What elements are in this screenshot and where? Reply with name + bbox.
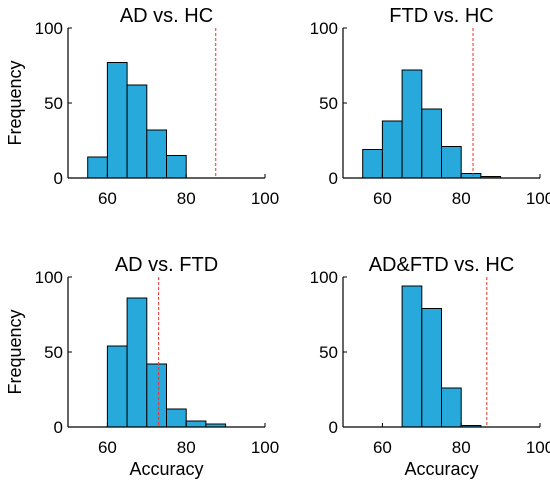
- y-axis-label: Frequency: [5, 60, 25, 145]
- histogram-panel: 60 80 100 0 50 100 AD vs. FTD Accuracy Frequency: [5, 254, 279, 479]
- x-tick-label: 80: [177, 189, 196, 208]
- histogram-bar: [106, 62, 128, 179]
- histogram-bar: [401, 69, 423, 179]
- y-tick-label: 100: [310, 268, 338, 287]
- x-tick-label: 100: [251, 438, 279, 457]
- histogram-bar: [441, 146, 462, 179]
- x-tick-label: 100: [526, 438, 550, 457]
- histogram-bar: [401, 285, 423, 428]
- y-tick-label: 100: [310, 19, 338, 38]
- x-tick-label: 100: [251, 189, 279, 208]
- y-tick-label: 0: [329, 418, 338, 437]
- histogram-bar: [126, 84, 148, 179]
- y-tick-label: 50: [44, 343, 63, 362]
- histogram-panel: 60 80 100 0 50 100 AD&FTD vs. HC Accuracy: [310, 254, 550, 479]
- histogram-bar: [126, 297, 148, 428]
- y-tick-label: 50: [319, 94, 338, 113]
- y-tick-label: 0: [329, 169, 338, 188]
- histogram-bar: [362, 149, 383, 179]
- histogram-bar: [166, 155, 187, 179]
- x-axis-label: Accuracy: [404, 459, 478, 479]
- histogram-bar: [441, 387, 462, 428]
- x-tick-label: 60: [98, 438, 117, 457]
- histogram-bar: [146, 129, 168, 179]
- histogram-bar: [421, 308, 442, 428]
- histogram-bar: [381, 120, 403, 179]
- x-tick-label: 60: [373, 189, 392, 208]
- y-tick-label: 50: [319, 343, 338, 362]
- y-tick-label: 100: [35, 268, 63, 287]
- histogram-bar: [106, 345, 128, 428]
- y-tick-label: 100: [35, 19, 63, 38]
- histogram-panel: 60 80 100 0 50 100 AD vs. HC Frequency: [5, 5, 279, 208]
- panel-title: AD&FTD vs. HC: [369, 254, 515, 276]
- histogram-bar: [460, 173, 482, 179]
- y-tick-label: 50: [44, 94, 63, 113]
- x-tick-label: 80: [452, 438, 471, 457]
- histogram-bar: [185, 420, 207, 428]
- y-tick-label: 0: [54, 169, 63, 188]
- y-axis-label: Frequency: [5, 309, 25, 394]
- histogram-bar: [146, 363, 168, 428]
- histogram-bar: [166, 408, 187, 428]
- panel-title: AD vs. FTD: [115, 254, 218, 276]
- panel-title: FTD vs. HC: [389, 5, 493, 27]
- panel-title: AD vs. HC: [120, 5, 213, 27]
- x-tick-label: 60: [98, 189, 117, 208]
- histogram-bar: [421, 108, 442, 179]
- x-tick-label: 80: [452, 189, 471, 208]
- x-axis-label: Accuracy: [129, 459, 203, 479]
- x-tick-label: 80: [177, 438, 196, 457]
- histogram-bar: [87, 156, 108, 179]
- x-tick-label: 100: [526, 189, 550, 208]
- histogram-panel: 60 80 100 0 50 100 FTD vs. HC: [310, 5, 550, 208]
- x-tick-label: 60: [373, 438, 392, 457]
- y-tick-label: 0: [54, 418, 63, 437]
